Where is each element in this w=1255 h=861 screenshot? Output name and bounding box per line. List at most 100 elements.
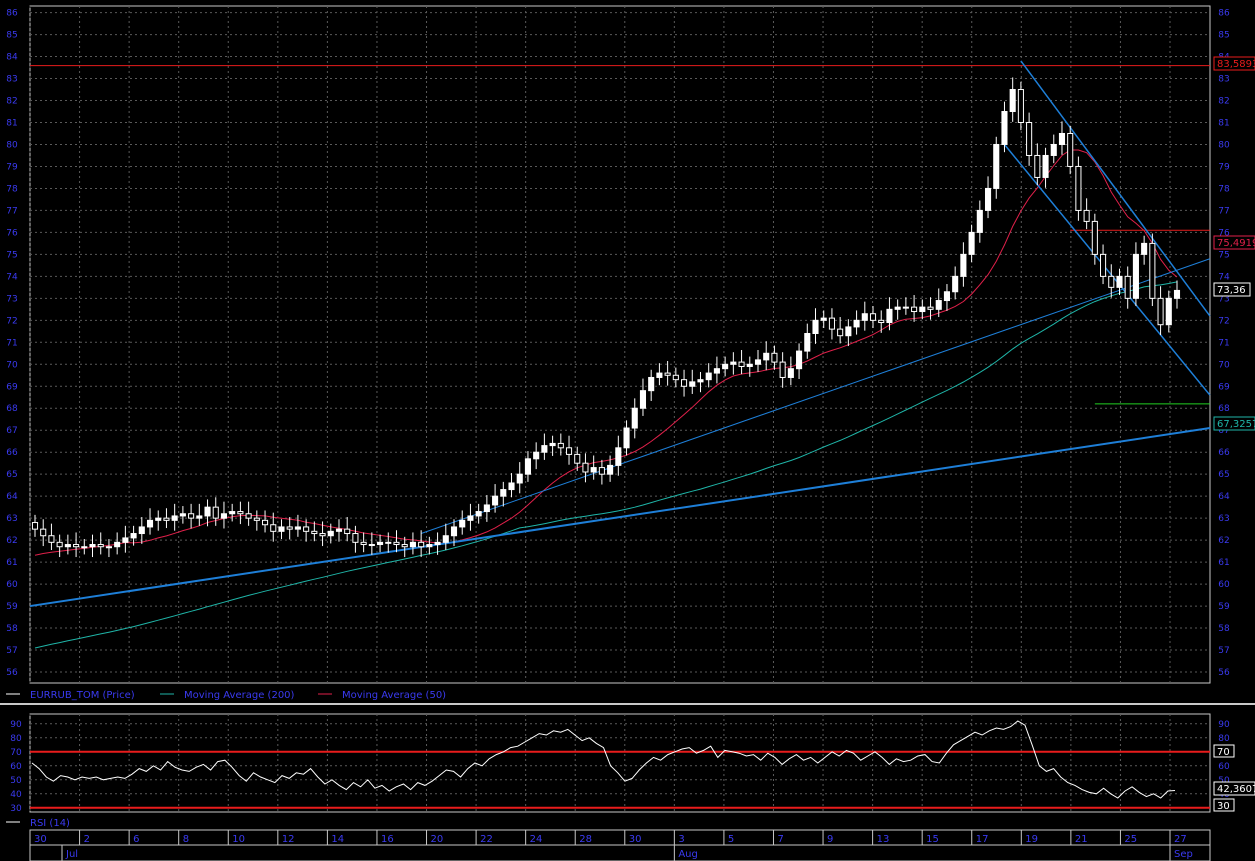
- candle: [738, 349, 745, 375]
- candle-body-up: [549, 442, 556, 447]
- date-label: 7: [777, 834, 783, 845]
- last-price-tag: 73,36: [1213, 282, 1251, 297]
- price-ytick-right: 63: [1218, 514, 1229, 524]
- candle-body-down: [73, 544, 80, 548]
- candle: [114, 532, 121, 555]
- rsi-ytick-left: 50: [10, 776, 22, 786]
- candle: [935, 288, 942, 318]
- candle: [968, 224, 975, 263]
- candle: [56, 534, 63, 558]
- candle: [869, 306, 877, 329]
- candle-body-down: [352, 533, 359, 543]
- candle-body-up: [615, 447, 622, 466]
- long-trend-line: [29, 427, 1211, 608]
- ma50-value: 75,4919: [1217, 238, 1255, 249]
- candle-body-up: [607, 464, 614, 475]
- candle-body-up: [697, 379, 704, 383]
- price-ytick-left: 84: [6, 53, 18, 63]
- candle-body-up: [590, 467, 597, 473]
- candle: [163, 508, 170, 529]
- price-ytick-left: 85: [6, 31, 17, 41]
- price-ytick-left: 72: [6, 316, 17, 326]
- candle-body-down: [582, 462, 589, 473]
- mid-trend-line: [420, 258, 1211, 535]
- candle-body-down: [393, 541, 400, 546]
- rsi-line: [31, 720, 1176, 799]
- candle: [1108, 264, 1115, 298]
- candle-body-up: [89, 544, 96, 548]
- candle-body-up: [796, 350, 803, 370]
- candle: [360, 532, 367, 553]
- price-ytick-right: 85: [1218, 31, 1229, 41]
- candle: [294, 514, 301, 537]
- candle: [779, 352, 786, 388]
- candle: [122, 525, 129, 553]
- rsi-ytick-right: 50: [1218, 776, 1230, 786]
- price-ytick-left: 56: [6, 668, 18, 678]
- date-label: 14: [331, 834, 344, 845]
- price-ytick-right: 73: [1218, 294, 1229, 304]
- ma200-tag: 67,3257: [1213, 416, 1255, 431]
- candle-body-up: [533, 451, 540, 460]
- ma50-tag: 75,4919: [1213, 235, 1255, 250]
- candle: [853, 310, 860, 335]
- candle: [771, 345, 778, 370]
- candle-body-down: [1157, 297, 1164, 326]
- rsi-ytick-left: 30: [10, 804, 22, 814]
- candle: [1091, 213, 1098, 265]
- price-ytick-left: 75: [6, 250, 17, 260]
- ma200-line: [34, 281, 1178, 649]
- candle-body-up: [368, 544, 375, 547]
- candle-body-down: [1149, 242, 1156, 299]
- candle: [286, 517, 293, 540]
- candle: [1116, 268, 1123, 296]
- rsi-ytick-right: 60: [1218, 762, 1230, 772]
- candle: [705, 363, 712, 388]
- price-ytick-right: 64: [1218, 492, 1230, 502]
- candle-body-down: [1017, 89, 1024, 123]
- candle-body-up: [1132, 253, 1139, 299]
- candle-body-up: [656, 372, 663, 378]
- candle: [763, 341, 770, 371]
- month-label: Jul: [65, 849, 78, 860]
- candle: [220, 501, 228, 529]
- candle-body-up: [524, 458, 531, 475]
- price-ytick-left: 67: [6, 426, 17, 436]
- candle-body-down: [31, 522, 39, 530]
- price-ytick-right: 57: [1218, 646, 1229, 656]
- candle-body-up: [722, 363, 729, 370]
- price-ytick-left: 65: [6, 470, 17, 480]
- candle: [171, 503, 178, 531]
- month-label: Aug: [678, 849, 698, 860]
- price-ytick-right: 77: [1218, 206, 1229, 216]
- rsi-30-label: 30: [1217, 801, 1230, 812]
- candle: [352, 525, 359, 553]
- price-ytick-right: 78: [1218, 184, 1230, 194]
- candle-body-up: [171, 515, 178, 521]
- candle: [270, 512, 277, 542]
- candle-body-down: [1124, 275, 1131, 299]
- candle: [467, 503, 474, 531]
- candle: [508, 473, 515, 498]
- candle: [1149, 233, 1156, 307]
- candle-body-down: [303, 526, 310, 532]
- candle-body-down: [557, 442, 564, 449]
- candle-body-up: [631, 407, 638, 429]
- candle-body-down: [672, 374, 679, 381]
- candle: [1001, 101, 1008, 153]
- candle: [557, 433, 564, 456]
- date-label: 30: [629, 834, 642, 845]
- candle: [549, 435, 556, 456]
- candle: [574, 446, 581, 471]
- candle-body-up: [1141, 242, 1148, 255]
- candle-body-up: [426, 544, 433, 548]
- price-grid: [29, 6, 1210, 683]
- candle-body-down: [40, 528, 47, 537]
- candle-body-down: [664, 372, 671, 376]
- candle-body-up: [861, 313, 868, 321]
- date-label: 6: [133, 834, 139, 845]
- candle: [483, 495, 490, 522]
- resistance-tag: 83,5893: [1213, 56, 1255, 71]
- candle: [1017, 81, 1024, 131]
- candle: [804, 323, 811, 359]
